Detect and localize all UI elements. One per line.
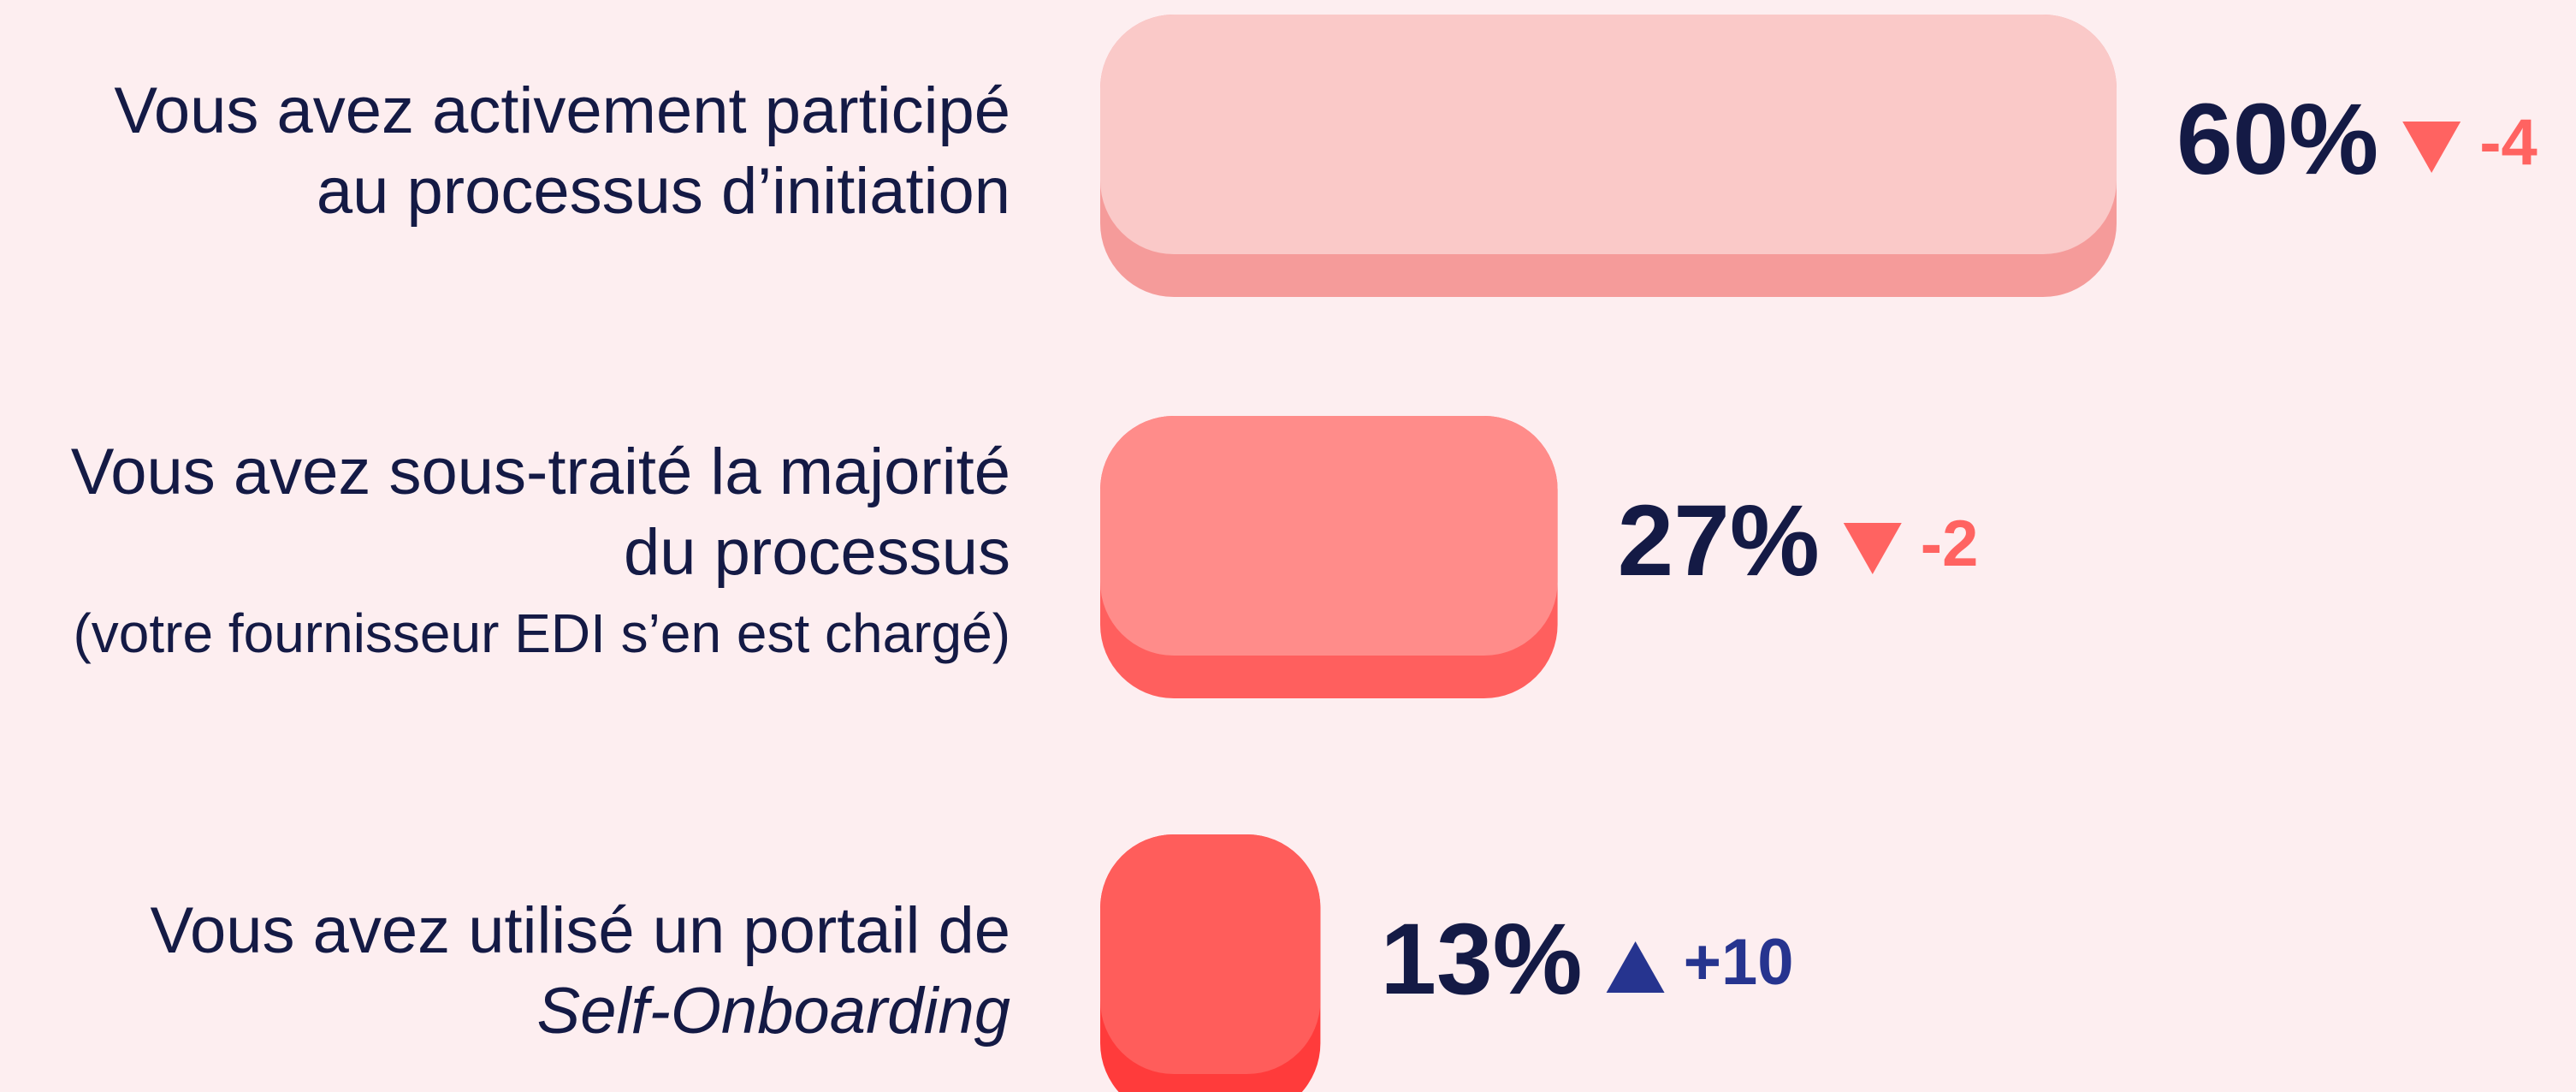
category-label: Vous avez sous-traité la majorité <box>71 436 1010 508</box>
change-label: -2 <box>1921 507 1979 580</box>
change-arrow <box>1606 941 1665 993</box>
category-label: Vous avez utilisé un portail de <box>150 894 1010 967</box>
change-arrow <box>1843 523 1902 574</box>
value-label: 60% <box>2176 83 2378 196</box>
bar <box>1100 834 1321 1074</box>
category-label: au processus d’initiation <box>317 155 1010 228</box>
value-label: 27% <box>1618 484 1820 597</box>
category-label: du processus <box>624 516 1010 589</box>
bar <box>1100 416 1558 656</box>
category-label: (votre fournisseur EDI s’en est chargé) <box>73 602 1010 664</box>
change-label: -4 <box>2479 106 2538 179</box>
change-arrow <box>2402 122 2461 173</box>
category-label: Self-Onboarding <box>537 975 1010 1047</box>
change-label: +10 <box>1684 926 1794 999</box>
bar <box>1100 15 2117 254</box>
category-label: Vous avez activement participé <box>114 74 1010 147</box>
value-label: 13% <box>1380 903 1582 1016</box>
